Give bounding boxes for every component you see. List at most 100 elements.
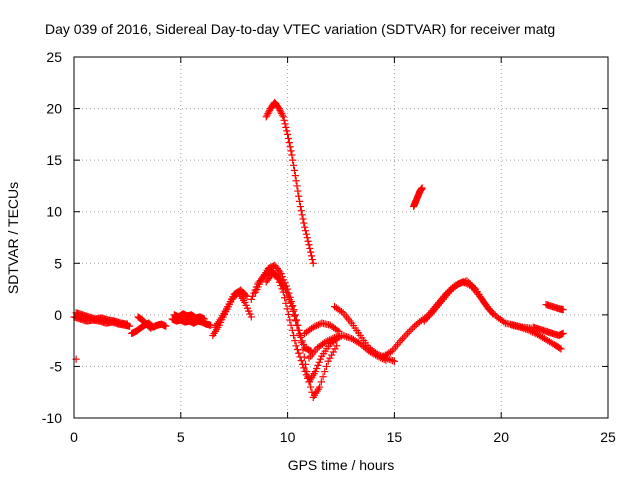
data-point bbox=[305, 241, 313, 249]
data-point bbox=[314, 361, 322, 369]
data-point bbox=[295, 192, 303, 200]
data-point bbox=[286, 143, 294, 151]
data-point bbox=[315, 358, 323, 366]
y-tick-label: 15 bbox=[46, 152, 62, 168]
data-point bbox=[289, 307, 297, 315]
y-tick-label: -10 bbox=[42, 410, 62, 426]
x-tick-label: 15 bbox=[387, 429, 403, 445]
series-arc-early-b bbox=[72, 309, 131, 328]
data-point bbox=[288, 326, 296, 334]
data-point bbox=[297, 357, 305, 365]
data-point bbox=[254, 283, 262, 291]
data-point bbox=[246, 310, 254, 318]
data-point bbox=[255, 280, 264, 288]
data-point bbox=[284, 292, 292, 300]
data-point bbox=[298, 337, 306, 345]
data-point bbox=[418, 184, 426, 192]
data-point bbox=[162, 322, 170, 330]
data-point bbox=[288, 303, 296, 311]
data-point bbox=[313, 364, 321, 373]
data-point bbox=[243, 304, 252, 312]
data-point bbox=[301, 360, 310, 368]
data-point bbox=[309, 259, 317, 267]
series-arc-late-a bbox=[508, 321, 565, 353]
data-point bbox=[283, 127, 291, 135]
data-point bbox=[319, 373, 327, 381]
series-arc-spike bbox=[410, 184, 426, 211]
data-point bbox=[200, 315, 208, 323]
series-arc-peak-a bbox=[247, 266, 343, 386]
data-point bbox=[335, 327, 343, 335]
data-point bbox=[306, 244, 314, 253]
data-point bbox=[292, 342, 300, 350]
y-axis-label: SDTVAR / TECUs bbox=[5, 182, 21, 294]
data-point bbox=[293, 321, 301, 330]
data-point bbox=[292, 177, 300, 185]
data-point bbox=[302, 230, 310, 238]
data-point bbox=[295, 349, 303, 357]
data-point bbox=[303, 234, 311, 242]
data-point bbox=[294, 187, 302, 195]
data-point bbox=[123, 320, 131, 328]
series-arc-peak-b bbox=[251, 261, 341, 401]
y-tick-label: 5 bbox=[54, 255, 62, 271]
data-points bbox=[70, 98, 567, 401]
data-point bbox=[281, 120, 289, 128]
data-point bbox=[306, 346, 314, 354]
data-point bbox=[289, 331, 298, 340]
data-point bbox=[251, 288, 260, 296]
data-point bbox=[282, 123, 290, 131]
series-arc-peak-c bbox=[262, 270, 315, 355]
data-point bbox=[305, 378, 313, 386]
series-arc-late-c bbox=[542, 300, 567, 314]
data-point bbox=[247, 313, 255, 321]
data-point bbox=[304, 373, 312, 381]
data-point bbox=[390, 357, 398, 365]
data-point bbox=[284, 310, 293, 319]
data-point bbox=[147, 324, 155, 332]
data-point bbox=[284, 134, 293, 143]
data-point bbox=[295, 197, 304, 205]
data-point bbox=[557, 345, 565, 353]
series-arc-second-peak bbox=[424, 278, 535, 332]
x-tick-label: 10 bbox=[280, 429, 296, 445]
data-point bbox=[245, 307, 253, 315]
x-axis-label: GPS time / hours bbox=[288, 457, 395, 473]
data-point bbox=[301, 227, 310, 235]
plot-frame bbox=[73, 56, 609, 419]
data-point bbox=[307, 248, 315, 256]
data-point bbox=[316, 383, 324, 391]
data-point bbox=[311, 367, 319, 376]
data-point bbox=[290, 312, 299, 320]
data-point bbox=[277, 270, 285, 278]
data-point bbox=[288, 151, 296, 159]
data-point bbox=[286, 299, 295, 307]
data-point bbox=[300, 219, 308, 227]
data-point bbox=[307, 252, 316, 260]
data-point bbox=[292, 317, 300, 325]
data-point bbox=[283, 288, 291, 297]
data-point bbox=[559, 306, 567, 314]
data-point bbox=[316, 355, 325, 363]
series-arc-high bbox=[262, 98, 317, 267]
data-point bbox=[307, 383, 315, 391]
data-point bbox=[289, 156, 297, 164]
data-point bbox=[279, 113, 287, 121]
data-point bbox=[287, 147, 295, 155]
data-point bbox=[556, 344, 564, 352]
data-point bbox=[321, 367, 329, 376]
data-point bbox=[283, 305, 291, 313]
data-point bbox=[146, 323, 154, 332]
series-arc-flat-b bbox=[170, 310, 208, 323]
series-arc-mid-a bbox=[305, 331, 390, 364]
data-point bbox=[281, 285, 290, 293]
data-point bbox=[286, 316, 294, 324]
data-point bbox=[301, 223, 309, 231]
data-point bbox=[294, 326, 302, 334]
data-point bbox=[297, 207, 305, 215]
y-tick-label: -5 bbox=[50, 358, 63, 374]
data-point bbox=[284, 130, 292, 138]
data-point bbox=[291, 337, 299, 345]
data-point bbox=[285, 295, 293, 304]
